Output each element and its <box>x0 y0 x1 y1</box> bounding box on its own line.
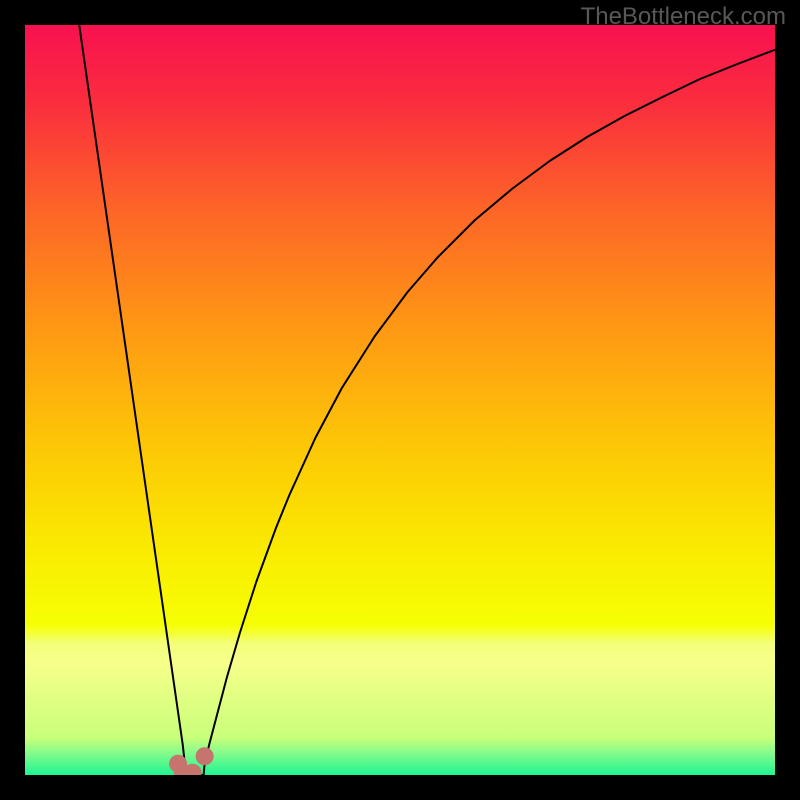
plot-background <box>25 25 775 775</box>
data-marker <box>196 747 214 765</box>
plot-area <box>0 0 800 800</box>
plot-svg <box>0 0 800 800</box>
chart-figure: TheBottleneck.com <box>0 0 800 800</box>
watermark-label: TheBottleneck.com <box>581 3 786 31</box>
